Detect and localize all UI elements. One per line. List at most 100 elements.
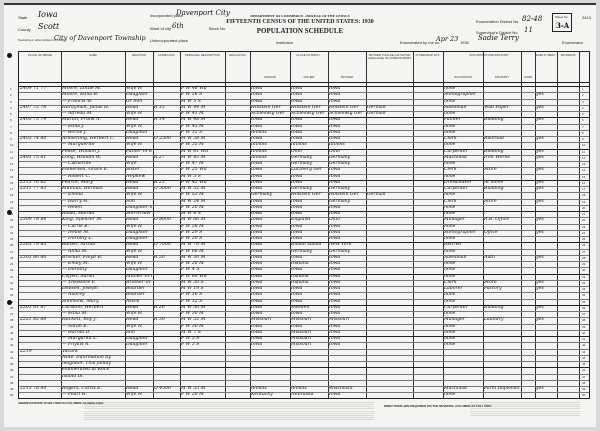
- township-label: Township or other division of county: [18, 38, 66, 42]
- cell-rel: Son-in-law: [126, 211, 151, 216]
- line-number: 23: [582, 224, 586, 229]
- cell-abode: 2305 79 85: [20, 242, 47, 248]
- line-number: 45: [582, 362, 586, 366]
- cell-birth: Iowa: [251, 217, 263, 223]
- line-number: 43: [10, 349, 14, 354]
- cell-birth: Holstein Ger: [251, 104, 281, 110]
- cell-desc: M W 33 M: [181, 386, 206, 391]
- footer-fine-print: [84, 402, 374, 420]
- line-number: 36: [10, 305, 14, 310]
- cell-mother: Ohio: [329, 217, 340, 223]
- row-line: [19, 136, 589, 137]
- cell-occ: none: [444, 248, 456, 254]
- cell-birth: Iowa: [251, 336, 263, 341]
- cell-name: Coffelt, Sarah: [62, 273, 95, 279]
- cell-home: R 14: [154, 117, 165, 123]
- cell-ind: Auto: [484, 254, 495, 260]
- cell-name: — Harry H.: [62, 198, 89, 204]
- cell-rel: Daughter: [126, 229, 149, 235]
- line-number: 42: [10, 343, 14, 348]
- row-line: [19, 292, 589, 294]
- county-label: County: [18, 27, 31, 32]
- cell-birth: Iowa: [251, 186, 263, 191]
- cell-birth: Iowa: [251, 161, 263, 166]
- column-header: MOTHER TONGUE (OR NATIVE LANGUAGE) OF FO…: [367, 54, 412, 61]
- cell-name: Pearce, Mary: [62, 179, 93, 185]
- cell-father: Iowa: [291, 198, 303, 204]
- line-number: 13: [582, 162, 586, 166]
- line-number: 5: [582, 112, 584, 116]
- line-number: 21: [582, 212, 586, 216]
- cell-desc: M W 61 Wd: [181, 148, 209, 154]
- line-number: 30: [10, 268, 14, 273]
- cell-occ: Clerk: [444, 279, 457, 285]
- line-number: 38: [582, 318, 586, 323]
- cell-name: enumerated at Rock: [62, 367, 110, 373]
- directions-note: DIRECTIONS ARE REQUIRED ON THE REVERSE, …: [384, 404, 493, 408]
- cell-mother: Illinois: [329, 142, 345, 148]
- cell-desc: M W 8 S: [181, 211, 201, 216]
- cell-name: Armstrong, Herbert C.: [62, 136, 115, 141]
- line-number: 18: [10, 193, 14, 198]
- cell-occ: none: [444, 336, 456, 341]
- row-line: [19, 386, 589, 387]
- cell-name: — Margarita L.: [62, 336, 98, 341]
- row-line: [19, 304, 589, 306]
- cell-father: Ohio: [291, 148, 302, 154]
- line-number: 27: [582, 249, 586, 254]
- row-line: [19, 217, 589, 219]
- cell-desc: M W 44 M: [181, 104, 206, 110]
- header-divider: [19, 82, 589, 83]
- row-line: [19, 361, 589, 362]
- line-number: 1: [10, 87, 12, 91]
- line-number: 39: [10, 324, 14, 329]
- cell-rel: Wife H: [126, 223, 142, 229]
- line-number: 28: [10, 255, 14, 260]
- cell-birth: Iowa: [251, 167, 263, 173]
- line-number: 9: [10, 137, 12, 141]
- row-line: [19, 154, 589, 156]
- ward-label: Ward of city: [150, 26, 171, 31]
- line-number: 4: [10, 105, 12, 110]
- line-number: 20: [10, 205, 14, 210]
- cell-desc: M W 48 M: [181, 117, 206, 123]
- row-line: [19, 248, 589, 250]
- cell-occ: none: [444, 261, 456, 266]
- cell-mother: Iowa: [329, 261, 341, 266]
- line-number: 11: [10, 149, 14, 154]
- row-line: [19, 336, 589, 337]
- cell-father: Iowa: [291, 117, 303, 123]
- cell-birth: Iowa: [251, 298, 263, 304]
- cell-abode: 2309 78 84: [20, 217, 47, 223]
- cell-birth: Illinois: [251, 386, 267, 391]
- line-number: 12: [582, 155, 586, 160]
- cell-rel: Gr Son: [126, 98, 143, 104]
- cell-father: Iowa: [291, 86, 303, 91]
- cell-father: Iowa: [291, 267, 303, 273]
- cell-emp: yes: [536, 386, 544, 391]
- column-divider: [153, 52, 154, 398]
- cell-occ: Manager: [444, 217, 465, 223]
- institution-label: Institution: [276, 40, 294, 45]
- cell-name: — Edna M.: [62, 311, 88, 316]
- cell-father: Iowa: [291, 298, 303, 304]
- cell-mother: Holstein Ger: [329, 192, 359, 198]
- cell-mother: Germany: [329, 154, 351, 160]
- cell-father: Iowa: [291, 136, 303, 141]
- line-number: 14: [10, 168, 14, 173]
- line-number: 41: [582, 337, 586, 341]
- cell-father: Germany: [291, 154, 313, 160]
- cell-occ: Clerk: [444, 198, 457, 204]
- cell-father: Iowa: [291, 129, 303, 135]
- cell-occ: none: [444, 142, 456, 148]
- cell-name: — Edna J.: [62, 123, 85, 129]
- cell-birth: Illinois: [251, 129, 267, 135]
- cell-name: — Bertie J.: [62, 129, 87, 135]
- row-line: [19, 86, 589, 87]
- line-number: 11: [582, 149, 586, 154]
- cell-occ: none: [444, 223, 456, 229]
- cell-birth: Iowa: [251, 98, 263, 104]
- row-line: [19, 223, 589, 225]
- line-number: 49: [10, 387, 14, 391]
- cell-ind: Factory: [484, 286, 502, 291]
